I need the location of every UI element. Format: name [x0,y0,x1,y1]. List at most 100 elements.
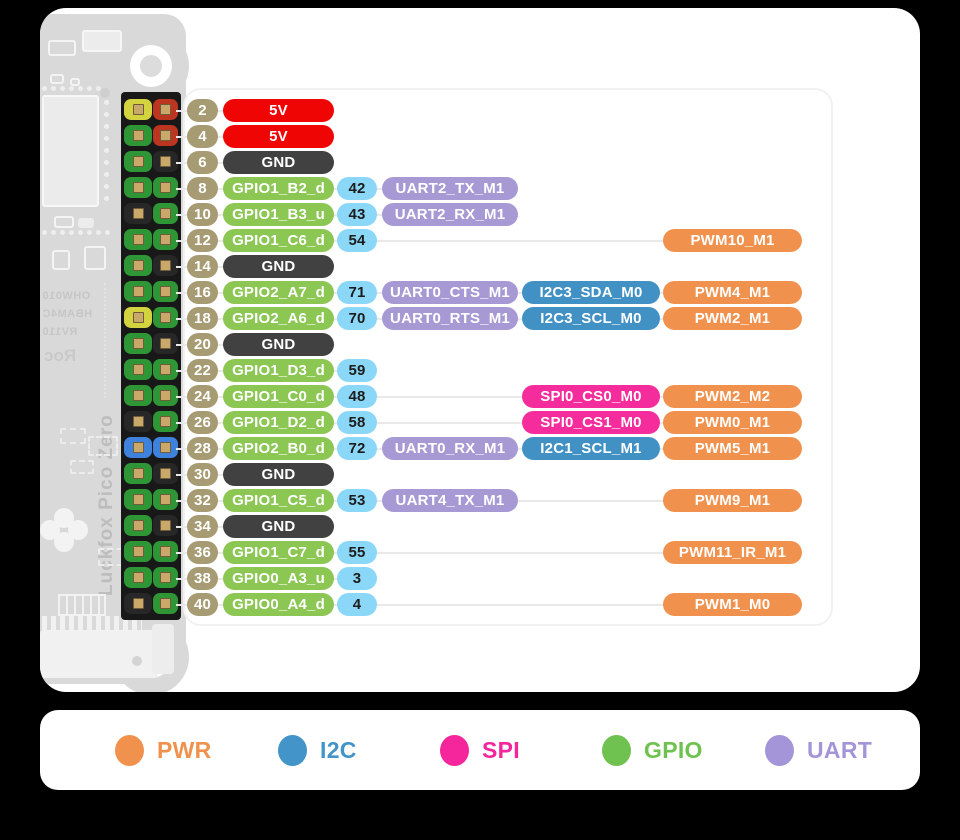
header-pad-left [124,99,152,120]
header-pad-left [124,593,152,614]
header-pin-pair-10 [121,203,181,224]
pin-contact [132,104,144,115]
pin-contact [160,130,171,141]
pin-contact [160,260,171,271]
pin-contact [132,468,144,479]
header-pad-right [153,489,178,510]
pin-row-14: 14 GND [40,254,920,278]
pin-contact [132,364,144,375]
connector-line [176,239,792,242]
legend-label-gpio: GPIO [644,736,703,763]
connector-outline [84,246,106,270]
header-pad-right [153,567,178,588]
header-pad-left [124,437,152,458]
pin-number-badge: 40 [187,592,218,616]
pin-row-36: 36 GPIO1_C7_d 55 PWM11_IR_M1 [40,540,920,564]
gpio-number-badge: 3 [337,566,377,590]
function-badge-pwm: PWM11_IR_M1 [663,540,802,564]
function-badge-spi: SPI0_CS1_M0 [522,410,660,434]
pin-row-34: 34 GND [40,514,920,538]
gpio-number-badge: 54 [337,228,377,252]
ffc-connector-tab [152,624,174,674]
pin-number-badge: 4 [187,124,218,148]
header-pad-right [153,359,178,380]
pin-name-badge: GPIO1_D2_d [223,410,334,434]
function-badge-pwm: PWM1_M0 [663,592,802,616]
pin-row-22: 22 GPIO1_D3_d 59 [40,358,920,382]
header-pad-left [124,255,152,276]
pin-contact [160,286,171,297]
pin-number-badge: 22 [187,358,218,382]
i2c-dot [278,734,307,766]
gpio-number-badge: 58 [337,410,377,434]
header-pad-left [124,359,152,380]
function-badge-pwm: PWM0_M1 [663,410,802,434]
pin-number-badge: 8 [187,176,218,200]
pin-name-badge: GPIO1_C5_d [223,488,334,512]
pin-number-badge: 38 [187,566,218,590]
pin-contact [132,130,144,141]
pin-contact [132,520,144,531]
gpio-number-badge: 53 [337,488,377,512]
pin-name-badge: GND [223,514,334,538]
function-badge-pwm: PWM10_M1 [663,228,802,252]
pin-contact [160,156,171,167]
pin-name-badge: GPIO0_A4_d [223,592,334,616]
header-pin-pair-34 [121,515,181,536]
uart-dot [765,734,794,766]
pin-contact [132,572,144,583]
silkscreen-dots [42,230,110,235]
pin-name-badge: GPIO2_B0_d [223,436,334,460]
gpio-number-badge: 70 [337,306,377,330]
board-pinout-card: OHW010 HBAM4C RV110 Roc Luckfox Pico Zer… [40,8,920,692]
header-pin-pair-16 [121,281,181,302]
connector-line [176,395,792,398]
pwr-dot [115,734,144,766]
pin-name-badge: GPIO1_B2_d [223,176,334,200]
smd-component [70,78,80,86]
pin-row-18: 18 GPIO2_A6_d 70 UART0_RTS_M1 I2C3_SCL_M0 PWM… [40,306,920,330]
legend-item-i2c: I2C [278,710,357,790]
board-photo: OHW010 HBAM4C RV110 Roc Luckfox Pico Zer… [40,8,920,692]
header-pad-left [124,229,152,250]
header-pad-right [153,463,178,484]
header-pad-right [153,255,178,276]
gpio-number-badge: 71 [337,280,377,304]
header-pad-left [124,541,152,562]
header-pad-right [153,333,178,354]
header-pin-pair-18 [121,307,181,328]
pin-row-8: 8 GPIO1_B2_d 42 UART2_TX_M1 [40,176,920,200]
pin-contact [160,364,171,375]
pin-row-10: 10 GPIO1_B3_u 43 UART2_RX_M1 [40,202,920,226]
header-pad-right [153,411,178,432]
header-pad-right [153,437,178,458]
header-pad-left [124,411,152,432]
legend-label-pwr: PWR [157,736,212,763]
connector-line [176,421,792,424]
pin-number-badge: 6 [187,150,218,174]
pad-grid [70,460,94,474]
ffc-connector [40,630,158,678]
pin-row-30: 30 GND [40,462,920,486]
pin-contact [132,390,144,401]
pin-number-badge: 26 [187,410,218,434]
pin-name-badge: GND [223,462,334,486]
pin-name-badge: GND [223,150,334,174]
legend-item-uart: UART [765,710,872,790]
pin-number-badge: 36 [187,540,218,564]
function-badge-uart: UART0_CTS_M1 [382,280,518,304]
pin-name-badge: GPIO2_A6_d [223,306,334,330]
header-silkscreen [58,594,106,616]
pin-name-badge: 5V [223,124,334,148]
pin-contact [160,572,171,583]
header-pad-left [124,333,152,354]
via-dot [100,88,110,98]
header-pin-pair-14 [121,255,181,276]
gpio-number-badge: 42 [337,176,377,200]
legend-label-spi: SPI [482,736,520,763]
pin-number-badge: 2 [187,98,218,122]
pin-name-badge: 5V [223,98,334,122]
pin-rows: 2 5V 4 5V 6 GND 8 GPIO1_B2_d 42 UART2_TX_M1 10 GPIO… [40,8,920,692]
pin-contact [160,520,171,531]
